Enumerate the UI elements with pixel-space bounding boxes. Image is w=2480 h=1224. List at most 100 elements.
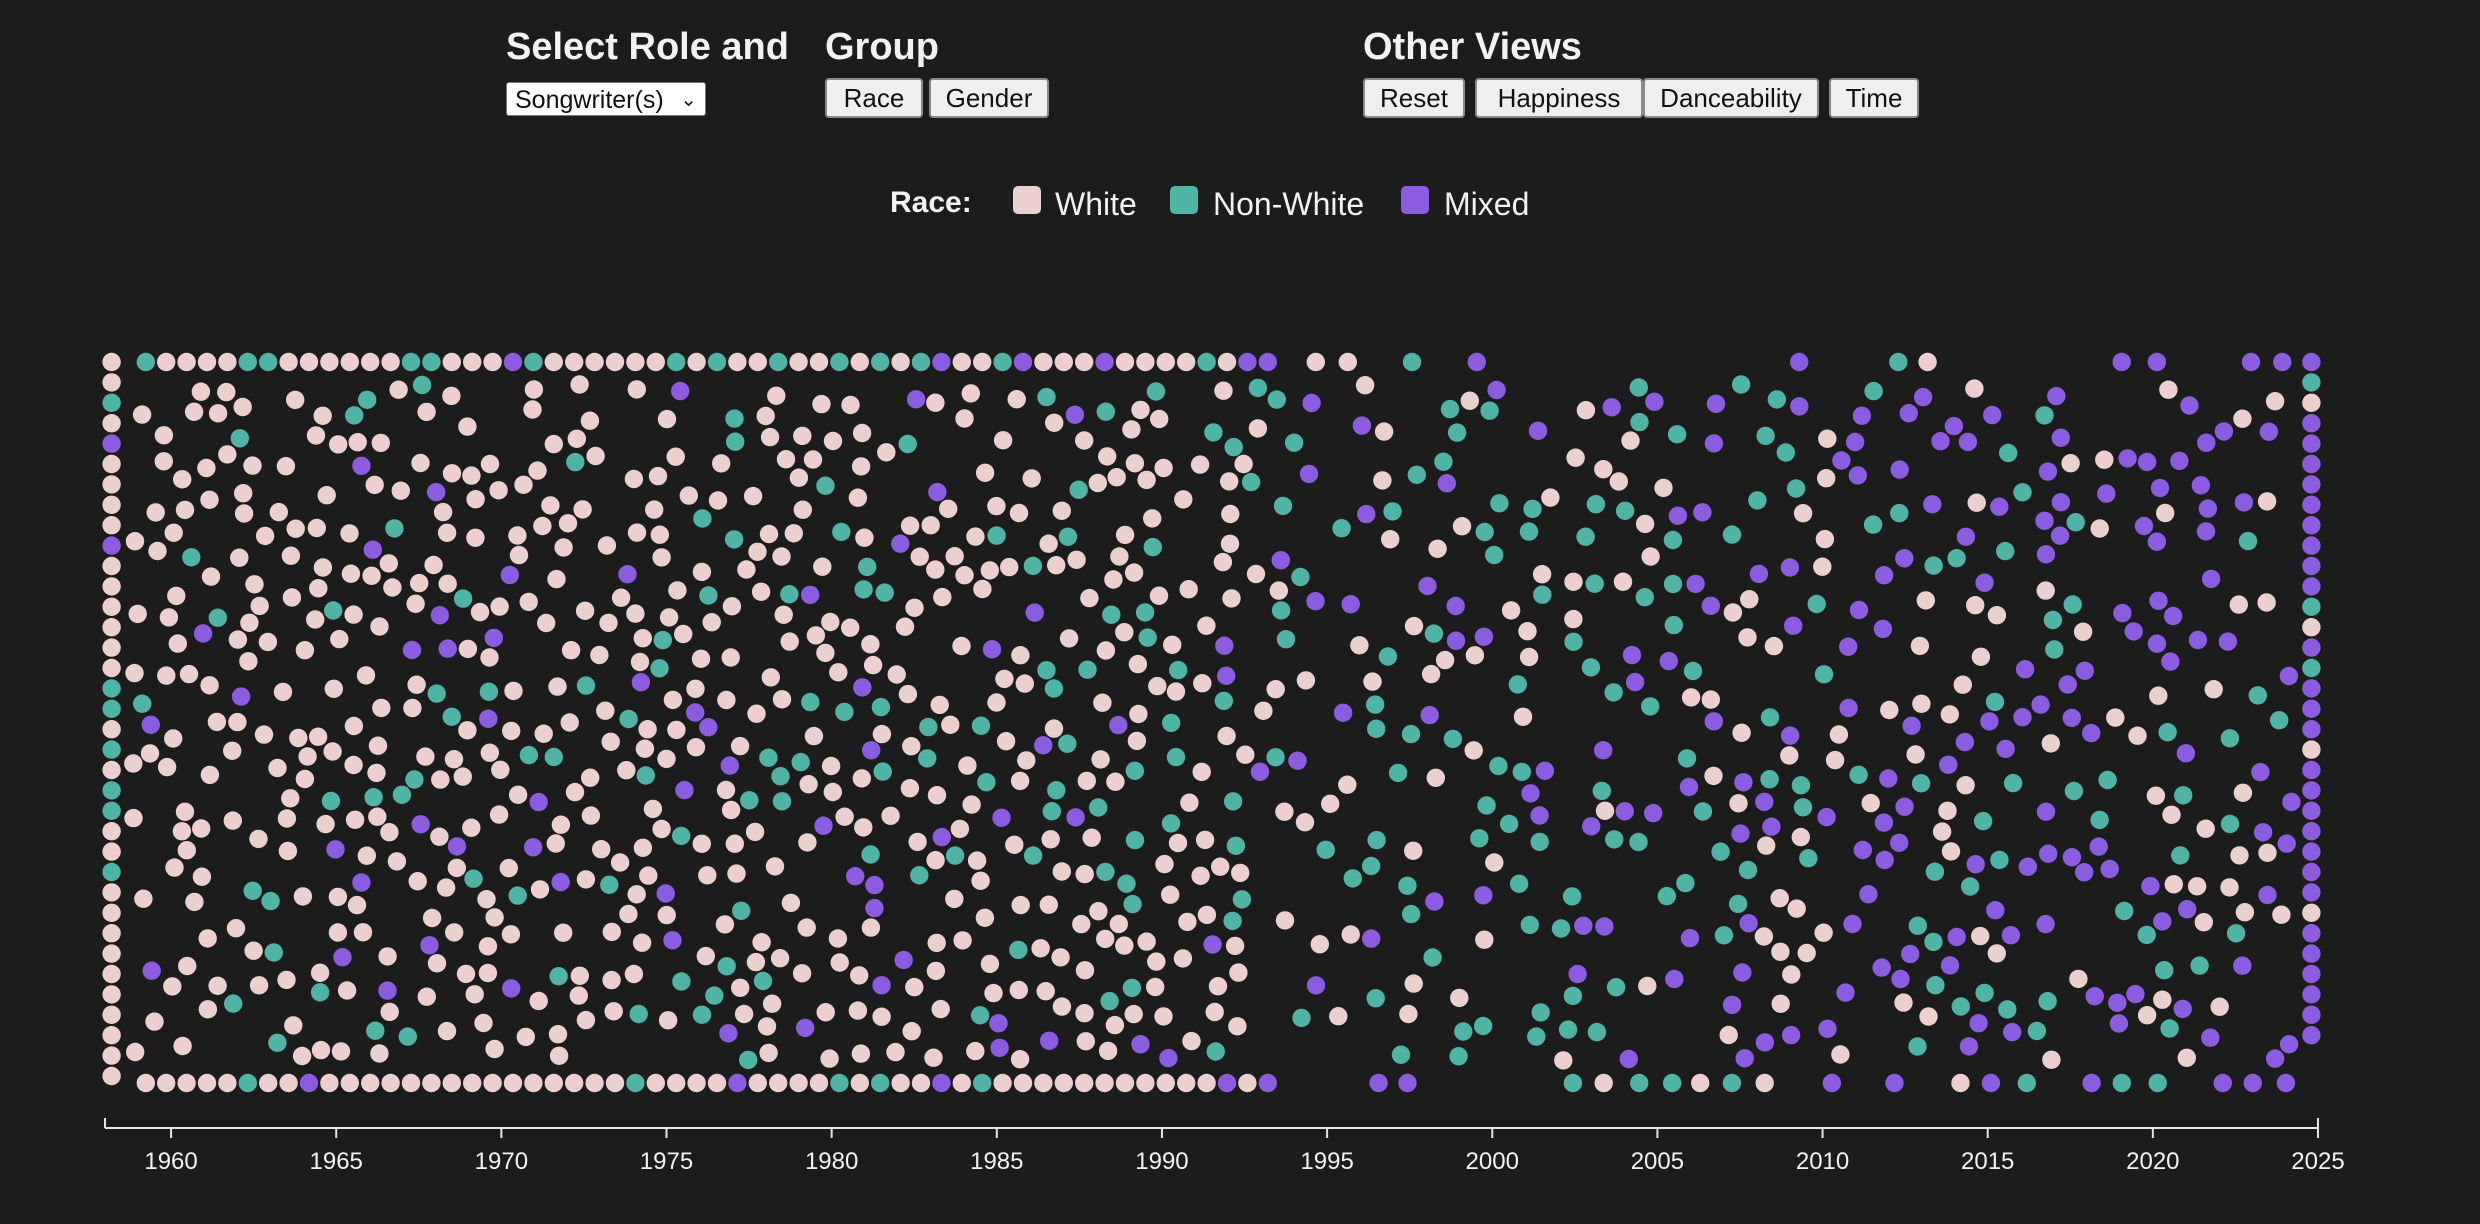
song-dot-mixed[interactable] bbox=[1645, 392, 1664, 411]
song-dot-white[interactable] bbox=[2041, 734, 2060, 753]
song-dot-non-white[interactable] bbox=[1044, 679, 1064, 698]
song-dot-mixed[interactable] bbox=[2141, 876, 2160, 896]
song-dot-white[interactable] bbox=[1136, 352, 1155, 372]
song-dot-white[interactable] bbox=[939, 499, 958, 518]
song-dot-white[interactable] bbox=[924, 1048, 943, 1067]
song-dot-white[interactable] bbox=[1115, 1073, 1135, 1093]
song-dot-non-white[interactable] bbox=[1447, 423, 1467, 442]
song-dot-white[interactable] bbox=[737, 560, 756, 579]
song-dot-white[interactable] bbox=[2220, 878, 2239, 897]
song-dot-white[interactable] bbox=[442, 464, 462, 483]
song-dot-non-white[interactable] bbox=[2248, 686, 2267, 705]
song-dot-white[interactable] bbox=[1729, 794, 1748, 813]
song-dot-white[interactable] bbox=[102, 495, 121, 514]
song-dot-mixed[interactable] bbox=[102, 536, 121, 555]
song-dot-white[interactable] bbox=[490, 597, 509, 616]
song-dot-white[interactable] bbox=[1010, 1050, 1030, 1069]
song-dot-white[interactable] bbox=[2073, 622, 2093, 641]
song-dot-white[interactable] bbox=[570, 966, 589, 985]
song-dot-white[interactable] bbox=[175, 500, 195, 520]
song-dot-white[interactable] bbox=[544, 434, 563, 454]
song-dot-mixed[interactable] bbox=[1790, 397, 1809, 416]
song-dot-mixed[interactable] bbox=[2302, 495, 2321, 514]
song-dot-non-white[interactable] bbox=[208, 608, 227, 627]
song-dot-white[interactable] bbox=[1220, 534, 1240, 553]
song-dot-white[interactable] bbox=[1754, 927, 1774, 946]
song-dot-white[interactable] bbox=[973, 352, 992, 372]
song-dot-white[interactable] bbox=[756, 406, 775, 426]
song-dot-white[interactable] bbox=[980, 954, 1000, 974]
song-dot-white[interactable] bbox=[1180, 793, 1199, 812]
song-dot-white[interactable] bbox=[1051, 948, 1070, 967]
song-dot-white[interactable] bbox=[102, 903, 121, 922]
song-dot-non-white[interactable] bbox=[830, 352, 849, 372]
song-dot-white[interactable] bbox=[561, 641, 581, 660]
song-dot-non-white[interactable] bbox=[771, 767, 790, 786]
song-dot-white[interactable] bbox=[747, 704, 766, 723]
song-dot-mixed[interactable] bbox=[1333, 703, 1353, 722]
song-dot-white[interactable] bbox=[293, 887, 313, 906]
song-dot-non-white[interactable] bbox=[2226, 924, 2246, 943]
song-dot-mixed[interactable] bbox=[1891, 969, 1910, 989]
song-dot-mixed[interactable] bbox=[1947, 927, 1966, 947]
song-dot-white[interactable] bbox=[508, 526, 527, 545]
song-dot-white[interactable] bbox=[2162, 805, 2181, 824]
song-dot-white[interactable] bbox=[902, 737, 921, 756]
song-dot-mixed[interactable] bbox=[1131, 1035, 1150, 1054]
song-dot-mixed[interactable] bbox=[2302, 352, 2321, 372]
song-dot-mixed[interactable] bbox=[2234, 493, 2254, 512]
song-dot-white[interactable] bbox=[1124, 563, 1144, 582]
song-dot-white[interactable] bbox=[362, 566, 381, 585]
song-dot-mixed[interactable] bbox=[1901, 944, 1920, 964]
song-dot-white[interactable] bbox=[372, 698, 391, 718]
song-dot-white[interactable] bbox=[1147, 952, 1166, 971]
song-dot-white[interactable] bbox=[1880, 700, 1899, 720]
song-dot-white[interactable] bbox=[809, 1073, 829, 1093]
song-dot-mixed[interactable] bbox=[2036, 545, 2056, 564]
song-dot-white[interactable] bbox=[547, 569, 566, 589]
song-dot-white[interactable] bbox=[478, 963, 498, 983]
song-dot-white[interactable] bbox=[891, 352, 910, 372]
song-dot-white[interactable] bbox=[361, 1073, 380, 1093]
song-dot-non-white[interactable] bbox=[1490, 494, 1509, 513]
song-dot-white[interactable] bbox=[1465, 646, 1485, 665]
song-dot-non-white[interactable] bbox=[1424, 624, 1444, 643]
song-dot-white[interactable] bbox=[1987, 606, 2007, 625]
song-dot-mixed[interactable] bbox=[2233, 956, 2252, 975]
song-dot-white[interactable] bbox=[813, 557, 832, 576]
song-dot-white[interactable] bbox=[1894, 993, 1913, 1012]
song-dot-non-white[interactable] bbox=[1223, 792, 1243, 811]
song-dot-non-white[interactable] bbox=[1807, 594, 1826, 614]
song-dot-white[interactable] bbox=[197, 352, 217, 372]
song-dot-mixed[interactable] bbox=[1362, 929, 1381, 948]
song-dot-non-white[interactable] bbox=[740, 791, 759, 810]
song-dot-non-white[interactable] bbox=[1996, 541, 2015, 561]
song-dot-white[interactable] bbox=[950, 819, 970, 839]
song-dot-white[interactable] bbox=[499, 858, 518, 878]
song-dot-non-white[interactable] bbox=[549, 967, 568, 986]
song-dot-white[interactable] bbox=[830, 953, 849, 972]
song-dot-white[interactable] bbox=[1110, 547, 1129, 566]
song-dot-white[interactable] bbox=[208, 404, 228, 423]
song-dot-non-white[interactable] bbox=[2302, 658, 2321, 678]
song-dot-white[interactable] bbox=[1355, 376, 1375, 395]
song-dot-white[interactable] bbox=[514, 475, 533, 494]
song-dot-mixed[interactable] bbox=[801, 585, 820, 605]
song-dot-mixed[interactable] bbox=[2147, 532, 2167, 551]
song-dot-non-white[interactable] bbox=[1138, 628, 1157, 647]
song-dot-non-white[interactable] bbox=[1037, 661, 1056, 680]
song-dot-non-white[interactable] bbox=[636, 766, 655, 785]
song-dot-white[interactable] bbox=[638, 720, 657, 739]
song-dot-white[interactable] bbox=[307, 518, 326, 538]
song-dot-white[interactable] bbox=[1421, 664, 1441, 684]
song-dot-white[interactable] bbox=[590, 645, 609, 665]
song-dot-white[interactable] bbox=[1770, 889, 1789, 908]
song-dot-white[interactable] bbox=[1182, 1031, 1201, 1051]
song-dot-mixed[interactable] bbox=[427, 482, 446, 502]
song-dot-white[interactable] bbox=[485, 908, 504, 927]
song-dot-non-white[interactable] bbox=[479, 682, 499, 701]
song-dot-mixed[interactable] bbox=[1890, 833, 1909, 852]
song-dot-white[interactable] bbox=[1127, 731, 1147, 751]
song-dot-white[interactable] bbox=[1817, 469, 1836, 488]
song-dot-white[interactable] bbox=[1971, 647, 1991, 666]
